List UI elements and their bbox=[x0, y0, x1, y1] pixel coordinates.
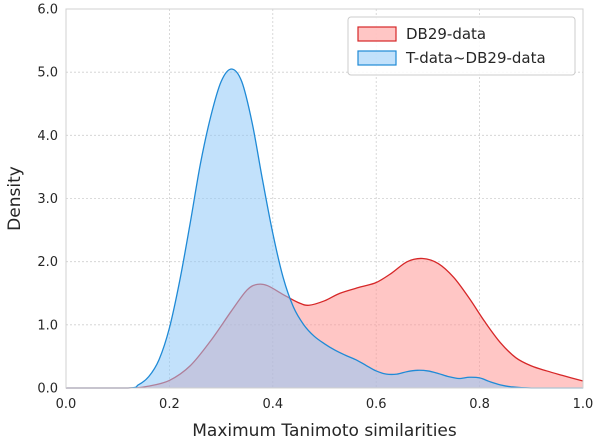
y-tick-label: 2.0 bbox=[37, 255, 58, 270]
y-axis-label: Density bbox=[5, 166, 25, 231]
x-tick-label: 0.8 bbox=[469, 397, 490, 412]
legend-swatch-db29-data bbox=[357, 26, 397, 42]
legend-label-db29-data: DB29-data bbox=[406, 25, 486, 43]
y-tick-label: 6.0 bbox=[37, 3, 58, 18]
x-tick-label: 0.4 bbox=[262, 397, 283, 412]
legend: DB29-data T-data~DB29-data bbox=[347, 16, 576, 76]
series-layer bbox=[65, 68, 584, 389]
tick-labels: 0.0 0.2 0.4 0.6 0.8 1.0 0.0 1.0 2.0 3.0 4.0 5.0 6.0 bbox=[37, 3, 593, 413]
density-area-t-data-db29-data bbox=[66, 69, 583, 388]
y-tick-label: 1.0 bbox=[37, 318, 58, 333]
plot-frame bbox=[65, 8, 584, 389]
x-tick-label: 1.0 bbox=[573, 397, 594, 412]
x-tick-label: 0.0 bbox=[56, 397, 77, 412]
y-tick-label: 3.0 bbox=[37, 192, 58, 207]
y-tick-label: 0.0 bbox=[37, 382, 58, 397]
y-tick-label: 5.0 bbox=[37, 66, 58, 81]
x-axis-label: Maximum Tanimoto similarities bbox=[192, 421, 457, 441]
density-line-t-data-db29-data bbox=[65, 68, 583, 389]
legend-box bbox=[347, 16, 576, 76]
density-area-db29-data bbox=[66, 258, 583, 388]
legend-swatch-t-data-db29-data bbox=[357, 50, 397, 66]
x-tick-label: 0.6 bbox=[366, 397, 387, 412]
y-tick-label: 4.0 bbox=[37, 129, 58, 144]
x-tick-label: 0.2 bbox=[159, 397, 180, 412]
legend-label-t-data-db29-data: T-data~DB29-data bbox=[405, 49, 546, 67]
